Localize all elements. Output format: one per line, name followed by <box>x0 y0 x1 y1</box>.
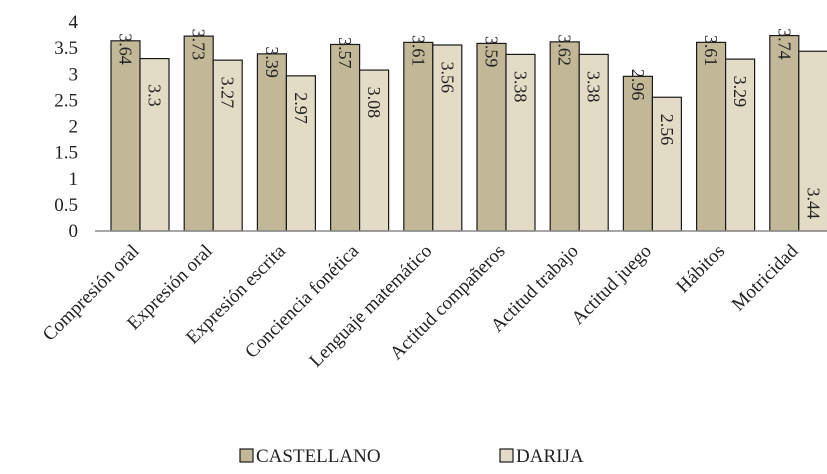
darija-data-label: 3.08 <box>364 87 384 119</box>
darija-data-label: 3.56 <box>437 61 457 93</box>
castellano-bar <box>769 34 800 232</box>
y-tick-label: 0 <box>69 221 79 242</box>
castellano-data-label: 3.73 <box>189 29 209 61</box>
category-label: Hábitos <box>672 241 729 298</box>
darija-data-label: 2.56 <box>657 114 677 146</box>
darija-bar <box>285 75 316 232</box>
category-label: Lenguaje matemático <box>305 241 436 372</box>
castellano-data-label: 3.64 <box>116 33 136 65</box>
castellano-bar <box>330 43 361 232</box>
y-tick-label: 3.5 <box>54 38 78 59</box>
castellano-bar <box>549 41 580 232</box>
legend-label-darija: DARIJA <box>516 446 584 467</box>
legend-swatch-darija <box>499 448 514 463</box>
castellano-bar <box>110 40 141 232</box>
castellano-data-label: 3.39 <box>262 46 282 78</box>
castellano-data-label: 3.59 <box>482 36 502 68</box>
darija-bar <box>798 50 827 232</box>
darija-data-label: 3.3 <box>145 84 165 107</box>
y-tick-label: 2.5 <box>54 90 78 111</box>
darija-bar <box>139 57 170 232</box>
castellano-data-label: 3.61 <box>408 35 428 67</box>
darija-data-label: 3.27 <box>218 77 238 109</box>
darija-data-label: 2.97 <box>291 92 311 124</box>
y-tick-label: 4 <box>69 12 79 33</box>
castellano-data-label: 3.74 <box>774 28 794 60</box>
darija-bar <box>578 53 609 232</box>
castellano-bar <box>695 41 727 232</box>
category-label: Motricidad <box>728 240 803 315</box>
category-label: Compresión oral <box>39 241 144 346</box>
castellano-data-label: 2.96 <box>628 69 648 101</box>
y-tick-label: 0.5 <box>54 195 78 216</box>
castellano-data-label: 3.61 <box>701 35 721 67</box>
y-tick-label: 1 <box>69 169 79 190</box>
castellano-bar <box>476 42 507 232</box>
darija-data-label: 3.44 <box>803 188 823 220</box>
darija-data-label: 3.29 <box>730 76 750 108</box>
darija-data-label: 3.38 <box>584 71 604 103</box>
castellano-data-label: 3.57 <box>335 37 355 69</box>
legend-swatch-castellano <box>239 448 254 463</box>
castellano-bar <box>256 53 287 232</box>
darija-bar <box>724 58 756 232</box>
castellano-bar <box>183 35 214 232</box>
castellano-bar <box>622 75 654 232</box>
darija-data-label: 3.38 <box>511 71 531 103</box>
castellano-data-label: 3.62 <box>555 34 575 66</box>
y-tick-label: 2 <box>69 117 79 138</box>
y-tick-label: 1.5 <box>54 143 78 164</box>
castellano-bar <box>403 41 434 232</box>
y-tick-label: 3 <box>69 64 79 85</box>
legend-label-castellano: CASTELLANO <box>256 446 381 467</box>
darija-bar <box>432 44 463 232</box>
